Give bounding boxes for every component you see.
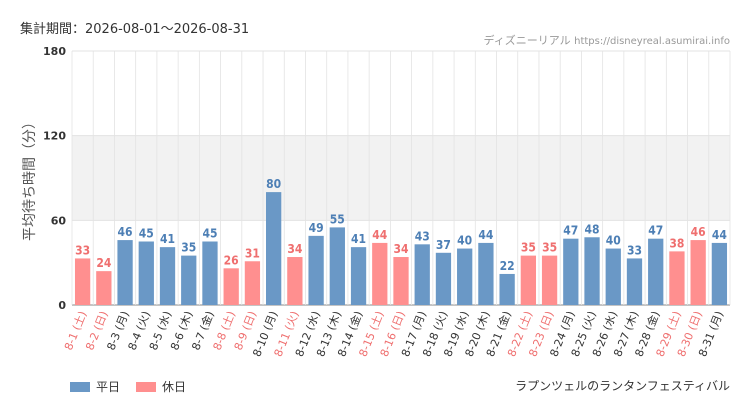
bar — [181, 255, 197, 305]
bar-value-label: 47 — [648, 224, 663, 238]
bar — [584, 237, 600, 305]
bar-value-label: 46 — [118, 225, 133, 239]
plot-band — [72, 135, 730, 221]
bar — [287, 257, 303, 305]
site-url[interactable]: https://disneyreal.asumirai.info — [574, 36, 730, 47]
bar-value-label: 34 — [393, 242, 409, 256]
bar — [435, 252, 452, 305]
bar — [159, 247, 176, 305]
bar — [244, 261, 261, 305]
park-name: ディズニーリアル — [483, 34, 571, 47]
bar — [138, 241, 154, 305]
bar-value-label: 22 — [500, 259, 515, 273]
bar — [202, 241, 218, 305]
bar-value-label: 35 — [181, 241, 196, 255]
y-axis-label: 平均待ち時間（分） — [22, 115, 38, 241]
bar — [372, 242, 388, 305]
bar-value-label: 26 — [224, 253, 239, 267]
bar — [711, 242, 728, 305]
bar — [499, 273, 515, 305]
legend-item-weekday[interactable]: 平日 — [70, 378, 120, 395]
y-tick-label: 60 — [51, 214, 67, 227]
bar-value-label: 37 — [436, 238, 451, 252]
attraction-name: ラプンツェルのランタンフェスティバル — [515, 379, 730, 393]
bar-value-label: 35 — [521, 241, 536, 255]
y-tick-label: 180 — [43, 45, 66, 58]
chart-legend: 平日 休日 — [70, 378, 202, 395]
bar-value-label: 33 — [627, 243, 642, 257]
bar — [96, 271, 112, 305]
bar-value-label: 34 — [287, 242, 303, 256]
legend-item-holiday[interactable]: 休日 — [136, 378, 186, 395]
bar-value-label: 38 — [669, 236, 684, 250]
y-tick-label: 120 — [43, 130, 66, 143]
bar-value-label: 55 — [330, 212, 345, 226]
bar — [266, 192, 282, 305]
bar-value-label: 24 — [96, 256, 112, 270]
bar — [478, 242, 494, 305]
bar — [223, 268, 239, 305]
bar-value-label: 31 — [245, 246, 260, 260]
bar — [393, 257, 409, 305]
bar — [350, 247, 367, 305]
legend-label-weekday: 平日 — [96, 380, 121, 394]
bar-value-label: 45 — [202, 227, 217, 241]
y-tick-label: 0 — [58, 299, 66, 312]
bar — [563, 238, 579, 305]
bar — [669, 251, 685, 305]
bar — [520, 255, 536, 305]
bar-value-label: 41 — [351, 232, 366, 246]
legend-swatch-weekday — [70, 381, 90, 392]
bar-value-label: 46 — [691, 225, 706, 239]
bar-value-label: 35 — [542, 241, 557, 255]
bar-value-label: 44 — [372, 228, 388, 242]
bar — [308, 235, 324, 305]
bar-value-label: 41 — [160, 232, 175, 246]
legend-label-holiday: 休日 — [162, 380, 187, 394]
bar — [626, 258, 643, 305]
bar — [329, 227, 345, 305]
bar-value-label: 47 — [563, 224, 578, 238]
legend-swatch-holiday — [136, 381, 157, 392]
source-credit: ディズニーリアル https://disneyreal.asumirai.inf… — [484, 32, 731, 48]
bar-value-label: 49 — [309, 221, 324, 235]
bar — [541, 255, 558, 305]
period-label: 集計期間： — [20, 22, 86, 37]
bar — [457, 248, 473, 305]
bar — [117, 240, 133, 305]
bar — [414, 244, 430, 305]
bar — [648, 238, 664, 305]
period-text: 集計期間：2026-08-01〜2026-08-31 — [20, 18, 249, 37]
bar-value-label: 45 — [139, 227, 154, 241]
bar-value-label: 40 — [606, 234, 621, 248]
bar-value-label: 43 — [415, 229, 430, 243]
bar-value-label: 48 — [585, 222, 600, 236]
bar-value-label: 33 — [75, 243, 90, 257]
bar-value-label: 44 — [712, 228, 728, 242]
bar — [74, 258, 91, 305]
bar-value-label: 44 — [478, 228, 494, 242]
bar-value-label: 80 — [266, 177, 281, 191]
bar — [605, 248, 621, 305]
bar — [690, 240, 706, 305]
bar-value-label: 40 — [457, 234, 472, 248]
period-value: 2026-08-01〜2026-08-31 — [85, 22, 250, 37]
